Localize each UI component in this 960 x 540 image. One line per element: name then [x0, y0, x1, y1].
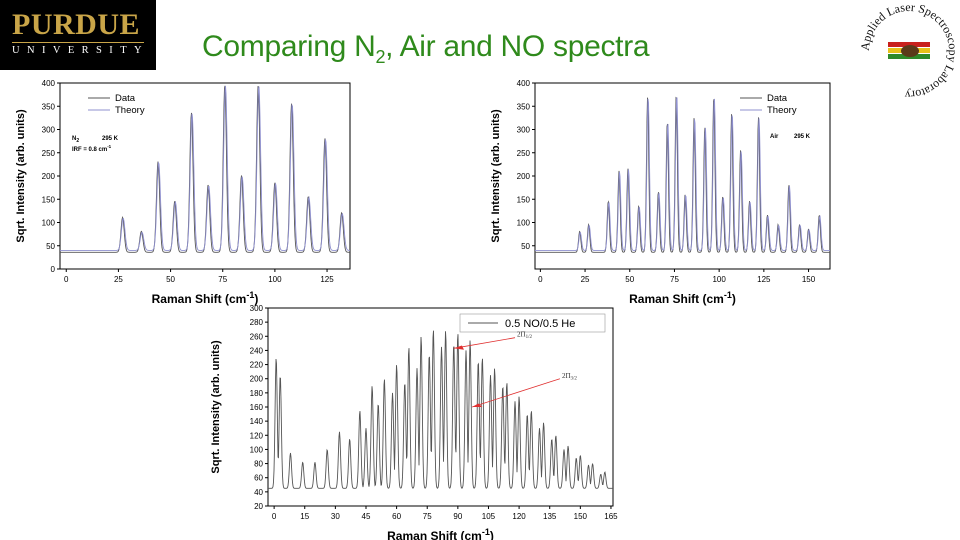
chart-no-svg: 20 40 60 80 100 120 140 160 180 200 220 240 260 280 30… — [210, 304, 618, 540]
y-tick-label: 300 — [42, 126, 56, 135]
y-tick-label: 260 — [250, 332, 264, 341]
chart-air-svg: 50 100 150 200 250 300 350 400 0 25 50 75 100 125 150 R… — [490, 79, 831, 306]
y-tick-label: 100 — [250, 445, 264, 454]
x-axis-label: Raman Shift (cm-1) — [152, 290, 259, 306]
logo-wordmark: PURDUE — [12, 8, 140, 41]
y-tick-label: 400 — [42, 79, 56, 88]
arrow-2-head — [472, 403, 483, 407]
x-tick-label: 150 — [574, 512, 588, 521]
y-tick-label: 180 — [250, 389, 264, 398]
logo-subtitle: UNIVERSITY — [12, 45, 149, 56]
legend-entry: Theory — [115, 105, 145, 116]
x-tick-label: 0 — [538, 275, 543, 284]
y-tick-label: 200 — [250, 375, 264, 384]
y-tick-label: 50 — [521, 242, 530, 251]
y-tick-label: 300 — [517, 126, 531, 135]
x-axis-label: Raman Shift (cm-1) — [387, 527, 494, 540]
annotation-temperature: 295 K — [794, 134, 811, 140]
y-tick-label: 100 — [517, 219, 531, 228]
y-tick-label: 160 — [250, 403, 264, 412]
y-tick-label: 280 — [250, 318, 264, 327]
annotation-species: Air — [770, 134, 779, 140]
y-tick-label: 0 — [51, 265, 56, 274]
annotation-temperature: 295 K — [102, 136, 119, 142]
legend-entry: 0.5 NO/0.5 He — [505, 318, 575, 330]
y-tick-label: 350 — [517, 102, 531, 111]
x-tick-label: 15 — [300, 512, 309, 521]
x-tick-label: 125 — [757, 275, 771, 284]
x-axis-label: Raman Shift (cm-1) — [629, 290, 736, 306]
y-tick-label: 140 — [250, 417, 264, 426]
y-tick-label: 120 — [250, 431, 264, 440]
y-tick-label: 50 — [46, 242, 55, 251]
logo-rule — [12, 42, 144, 43]
y-tick-label: 20 — [254, 502, 263, 511]
y-tick-label: 60 — [254, 474, 263, 483]
seal-laser-icon — [888, 42, 930, 59]
x-tick-label: 60 — [392, 512, 401, 521]
y-tick-label: 400 — [517, 79, 531, 88]
y-axis-label: Sqrt. Intensity (arb. units) — [490, 109, 502, 243]
arrow-1 — [453, 337, 516, 349]
arrow-2 — [472, 378, 561, 408]
x-tick-label: 165 — [604, 512, 618, 521]
x-tick-label: 50 — [625, 275, 634, 284]
y-axis-label: Sqrt. Intensity (arb. units) — [15, 109, 27, 243]
x-tick-label: 135 — [543, 512, 557, 521]
x-tick-label: 100 — [712, 275, 726, 284]
legend-box — [459, 313, 606, 333]
y-tick-label: 200 — [42, 172, 56, 181]
y-tick-label: 240 — [250, 346, 264, 355]
x-tick-label: 50 — [166, 275, 175, 284]
x-tick-label: 0 — [64, 275, 69, 284]
x-tick-label: 75 — [670, 275, 679, 284]
chart-n2: 0 50 100 150 200 250 300 350 400 0 25 50 75 100 125 Ram… — [10, 78, 365, 308]
chart-no: 20 40 60 80 100 120 140 160 180 200 220 240 260 280 30… — [205, 300, 625, 540]
x-tick-label: 150 — [802, 275, 816, 284]
page-title: Comparing N2, Air and NO spectra — [202, 30, 650, 67]
label-2pi-1-2: 2Π1/2 — [517, 330, 532, 340]
arrow-1-head — [453, 345, 464, 350]
legend-entry: Data — [767, 93, 788, 104]
x-tick-label: 25 — [581, 275, 590, 284]
legend-entry: Theory — [767, 105, 797, 116]
y-tick-label: 150 — [517, 195, 531, 204]
label-2pi-3-2: 2Π3/2 — [562, 372, 577, 382]
x-tick-label: 0 — [272, 512, 277, 521]
y-tick-label: 220 — [250, 361, 264, 370]
annotation-irf: IRF = 0.8 cm-1 — [72, 144, 112, 153]
x-tick-label: 30 — [331, 512, 340, 521]
y-tick-label: 80 — [254, 460, 263, 469]
chart-n2-svg: 0 50 100 150 200 250 300 350 400 0 25 50 75 100 125 Ram… — [15, 79, 351, 306]
x-tick-label: 90 — [453, 512, 462, 521]
x-tick-label: 45 — [362, 512, 371, 521]
y-tick-label: 350 — [42, 102, 56, 111]
series-theory-line — [535, 97, 830, 251]
x-tick-label: 100 — [268, 275, 282, 284]
series-theory-line — [60, 85, 350, 251]
x-tick-label: 25 — [114, 275, 123, 284]
y-tick-label: 250 — [517, 149, 531, 158]
y-tick-label: 40 — [254, 488, 263, 497]
y-tick-label: 100 — [42, 219, 56, 228]
series-data-line — [535, 96, 830, 253]
y-axis-label: Sqrt. Intensity (arb. units) — [210, 340, 222, 474]
chart-air: 50 100 150 200 250 300 350 400 0 25 50 75 100 125 150 R… — [485, 78, 840, 313]
x-tick-label: 105 — [482, 512, 496, 521]
legend-entry: Data — [115, 93, 136, 104]
y-tick-label: 150 — [42, 195, 56, 204]
x-tick-label: 75 — [423, 512, 432, 521]
series-data-line — [268, 330, 613, 489]
y-tick-label: 250 — [42, 149, 56, 158]
x-tick-label: 125 — [320, 275, 334, 284]
x-tick-label: 75 — [218, 275, 227, 284]
lab-seal: Applied Laser Spectroscopy Laboratory — [858, 0, 960, 102]
purdue-logo: PURDUE UNIVERSITY — [0, 0, 156, 70]
x-tick-label: 120 — [512, 512, 526, 521]
annotation-species: N2 — [72, 136, 79, 144]
y-tick-label: 200 — [517, 172, 531, 181]
y-tick-label: 300 — [250, 304, 264, 313]
